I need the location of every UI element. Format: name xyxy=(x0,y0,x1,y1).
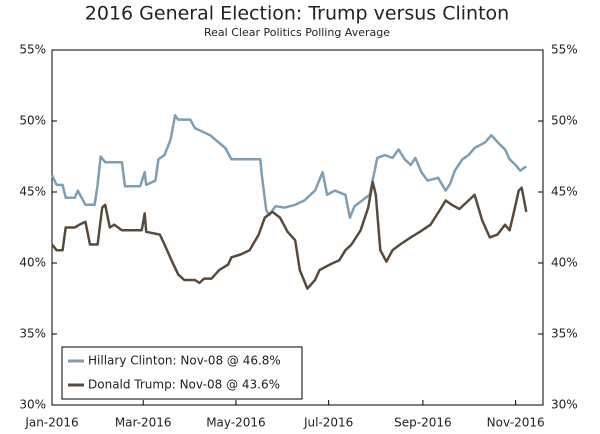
y-tick-label: 55% xyxy=(19,43,46,57)
x-tick-label: Jul-2016 xyxy=(303,416,353,430)
y2-tick-label: 35% xyxy=(551,327,578,341)
chart-title: 2016 General Election: Trump versus Clin… xyxy=(85,3,509,25)
y-tick-label: 35% xyxy=(19,327,46,341)
x-tick-label: Sep-2016 xyxy=(394,416,452,430)
y-tick-label: 50% xyxy=(19,114,46,128)
y2-tick-label: 50% xyxy=(551,114,578,128)
x-tick-label: Nov-2016 xyxy=(487,416,545,430)
y2-tick-label: 30% xyxy=(551,398,578,412)
y2-tick-label: 40% xyxy=(551,256,578,270)
x-tick-label: Mar-2016 xyxy=(115,416,172,430)
y-tick-label: 45% xyxy=(19,185,46,199)
plot-frame xyxy=(51,49,544,406)
legend-label: Donald Trump: Nov-08 @ 43.6% xyxy=(88,378,280,392)
y2-tick-label: 45% xyxy=(551,185,578,199)
series-line xyxy=(50,114,528,219)
x-tick-label: Jan-2016 xyxy=(24,416,78,430)
y2-tick-label: 55% xyxy=(551,43,578,57)
y-tick-label: 40% xyxy=(19,256,46,270)
legend-box xyxy=(61,346,303,400)
legend-label: Hillary Clinton: Nov-08 @ 46.8% xyxy=(88,354,281,368)
x-tick-label: May-2016 xyxy=(206,416,265,430)
y-tick-label: 30% xyxy=(19,398,46,412)
chart-subtitle: Real Clear Politics Polling Average xyxy=(204,26,390,39)
series-line xyxy=(51,180,528,290)
